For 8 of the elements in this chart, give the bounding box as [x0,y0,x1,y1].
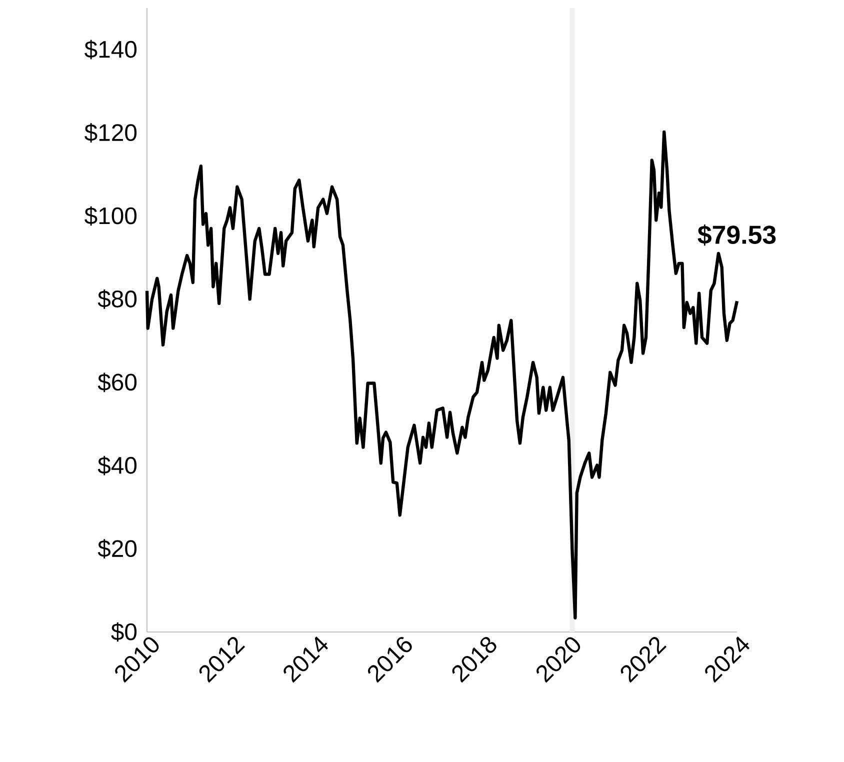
y-tick-label: $120 [84,123,137,142]
y-tick-label: $20 [98,539,137,558]
y-tick-label: $40 [98,456,137,476]
y-tick-label: $80 [98,290,137,309]
y-tick-label: $100 [84,206,137,226]
y-tick-label: $60 [98,372,137,392]
y-tick-label: $140 [84,40,137,60]
annotation: $79.53 [698,224,776,246]
